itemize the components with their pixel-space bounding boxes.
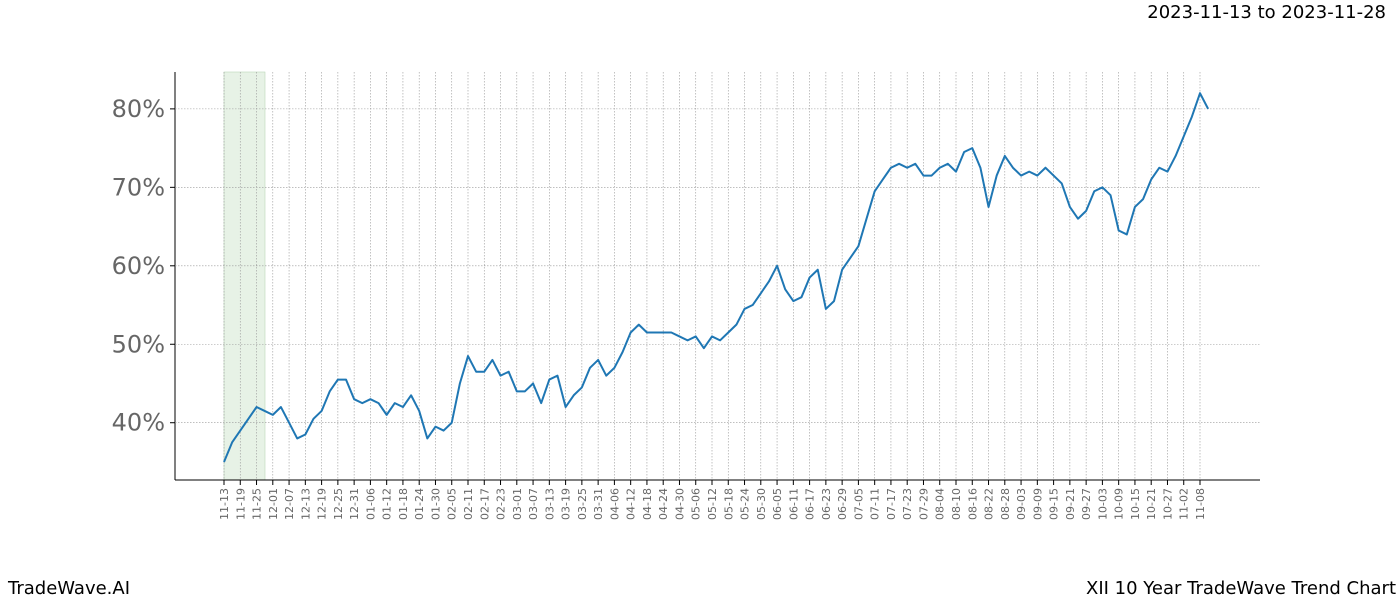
x-tick-label: 02-05 — [446, 488, 459, 520]
line-series — [223, 92, 1210, 463]
x-tick-label: 12-07 — [283, 488, 296, 520]
x-tick-label: 07-29 — [917, 488, 930, 520]
x-tick-label: 01-06 — [364, 488, 377, 520]
x-tick-label: 07-11 — [869, 488, 882, 520]
y-tick-label: 60% — [112, 252, 165, 280]
x-tick-label: 02-11 — [462, 488, 475, 520]
x-tick-label: 03-01 — [511, 488, 524, 520]
x-tick-label: 05-06 — [690, 488, 703, 520]
x-tick-label: 05-12 — [706, 488, 719, 520]
x-tick-label: 09-03 — [1015, 488, 1028, 520]
x-tick-label: 01-18 — [397, 488, 410, 520]
footer-right: XII 10 Year TradeWave Trend Chart — [1086, 578, 1396, 599]
x-tick-label: 09-09 — [1031, 488, 1044, 520]
x-tick-label: 11-13 — [218, 488, 231, 520]
x-tick-label: 02-17 — [478, 488, 491, 520]
x-tick-label: 11-02 — [1178, 488, 1191, 520]
x-tick-label: 08-22 — [983, 488, 996, 520]
x-tick-label: 06-29 — [836, 488, 849, 520]
x-tick-label: 10-21 — [1145, 488, 1158, 520]
x-tick-label: 10-27 — [1161, 488, 1174, 520]
highlight-span — [223, 71, 266, 481]
x-tick-label: 10-15 — [1129, 488, 1142, 520]
x-tick-label: 11-25 — [251, 488, 264, 520]
x-tick-label: 06-17 — [804, 488, 817, 520]
x-tick-label: 08-04 — [934, 488, 947, 520]
x-tick-label: 06-05 — [771, 488, 784, 520]
x-tick-label: 03-13 — [543, 488, 556, 520]
x-tick-label: 06-23 — [820, 488, 833, 520]
x-tick-label: 03-19 — [560, 488, 573, 520]
x-tick-label: 09-15 — [1048, 488, 1061, 520]
x-tick-label: 09-21 — [1064, 488, 1077, 520]
x-tick-label: 04-18 — [641, 488, 654, 520]
x-tick-label: 07-05 — [852, 488, 865, 520]
x-tick-label: 08-28 — [999, 488, 1012, 520]
y-tick-label: 80% — [112, 95, 165, 123]
x-tick-label: 12-31 — [348, 488, 361, 520]
x-tick-label: 07-23 — [901, 488, 914, 520]
x-tick-label: 01-12 — [381, 488, 394, 520]
x-tick-label: 10-03 — [1096, 488, 1109, 520]
x-tick-label: 12-25 — [332, 488, 345, 520]
x-tick-label: 01-24 — [413, 488, 426, 520]
x-tick-label: 04-06 — [608, 488, 621, 520]
chart-title: 2023-11-13 to 2023-11-28 — [1147, 2, 1386, 23]
x-tick-label: 07-17 — [885, 488, 898, 520]
x-tick-label: 12-13 — [299, 488, 312, 520]
x-tick-label: 03-31 — [592, 488, 605, 520]
y-tick-label: 40% — [112, 409, 165, 437]
x-tick-label: 12-01 — [267, 488, 280, 520]
x-tick-label: 04-30 — [673, 488, 686, 520]
x-tick-label: 08-16 — [966, 488, 979, 520]
x-tick-label: 03-25 — [576, 488, 589, 520]
x-tick-label: 10-09 — [1113, 488, 1126, 520]
y-tick-label: 70% — [112, 173, 165, 201]
x-tick-label: 11-08 — [1194, 488, 1207, 520]
x-tick-label: 06-11 — [787, 488, 800, 520]
x-tick-label: 12-19 — [316, 488, 329, 520]
x-tick-label: 11-19 — [234, 488, 247, 520]
x-tick-label: 09-27 — [1080, 488, 1093, 520]
x-tick-label: 01-30 — [429, 488, 442, 520]
footer-left: TradeWave.AI — [7, 578, 130, 599]
x-tick-label: 05-30 — [755, 488, 768, 520]
x-tick-label: 05-24 — [739, 488, 752, 520]
x-tick-label: 02-23 — [495, 488, 508, 520]
x-tick-label: 03-07 — [527, 488, 540, 520]
x-tick-label: 05-18 — [722, 488, 735, 520]
y-tick-label: 50% — [112, 330, 165, 358]
x-tick-label: 04-12 — [625, 488, 638, 520]
x-tick-label: 04-24 — [657, 488, 670, 520]
x-tick-label: 08-10 — [950, 488, 963, 520]
